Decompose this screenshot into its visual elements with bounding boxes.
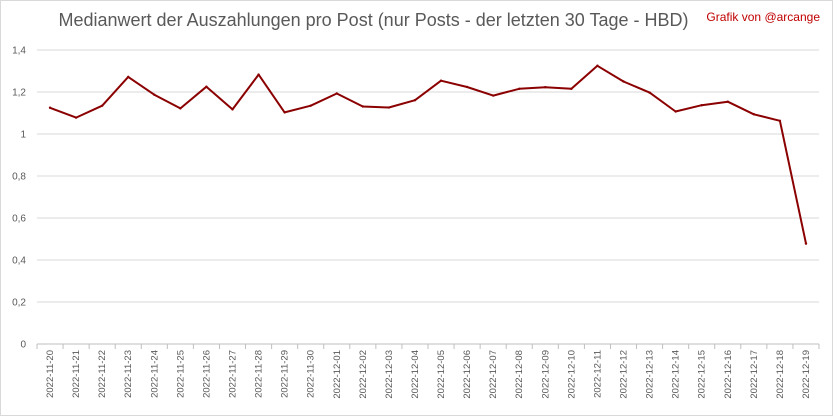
data-point: [153, 93, 156, 96]
data-point: [544, 85, 547, 89]
data-point: [179, 107, 182, 110]
x-tick-label: 2022-12-01: [332, 350, 343, 399]
data-point: [309, 104, 312, 107]
y-tick-label: 0,2: [12, 298, 26, 309]
y-tick-label: 1,2: [12, 88, 26, 99]
y-tick-label: 0: [20, 340, 26, 351]
data-point: [413, 98, 417, 102]
x-tick-label: 2022-12-18: [775, 350, 786, 399]
data-point: [283, 111, 286, 114]
data-point: [100, 104, 104, 107]
data-point: [726, 100, 729, 103]
x-tick-label: 2022-11-28: [254, 350, 265, 398]
x-tick-label: 2022-12-19: [801, 350, 812, 399]
data-point: [335, 92, 338, 95]
x-tick-label: 2022-12-14: [671, 350, 682, 399]
data-point: [387, 106, 391, 109]
data-point: [622, 80, 625, 83]
data-point: [74, 116, 78, 119]
data-point: [439, 79, 443, 82]
x-tick-label: 2022-11-20: [45, 350, 56, 398]
x-tick-label: 2022-11-26: [201, 350, 212, 398]
x-tick-label: 2022-12-17: [749, 350, 760, 399]
x-tick-label: 2022-12-02: [358, 350, 369, 399]
data-point: [48, 106, 52, 109]
x-tick-label: 2022-12-09: [540, 350, 551, 399]
x-tick-label: 2022-12-05: [436, 350, 447, 399]
x-tick-label: 2022-12-04: [410, 350, 421, 399]
x-tick-label: 2022-11-24: [149, 350, 160, 398]
y-tick-label: 1: [20, 130, 26, 141]
data-point: [361, 105, 365, 108]
x-tick-label: 2022-12-10: [566, 350, 577, 399]
x-tick-label: 2022-12-16: [723, 350, 734, 399]
data-point: [231, 108, 234, 111]
x-tick-label: 2022-11-30: [306, 350, 317, 398]
data-point: [518, 87, 521, 91]
x-tick-label: 2022-12-12: [619, 350, 630, 399]
x-tick-label: 2022-12-11: [592, 350, 603, 398]
data-point: [465, 85, 469, 89]
y-tick-label: 0,8: [12, 172, 26, 183]
y-tick-label: 0,4: [12, 256, 26, 267]
data-point: [700, 104, 703, 107]
x-tick-label: 2022-11-21: [71, 350, 82, 398]
x-tick-label: 2022-11-25: [175, 350, 186, 398]
x-tick-label: 2022-11-22: [97, 350, 108, 398]
x-tick-label: 2022-12-03: [384, 350, 395, 399]
x-tick-label: 2022-12-13: [645, 350, 656, 399]
x-tick-label: 2022-11-27: [228, 350, 239, 398]
data-point: [570, 87, 573, 91]
data-point: [778, 119, 782, 122]
y-tick-label: 0,6: [12, 214, 26, 225]
data-point: [648, 91, 651, 94]
x-tick-label: 2022-12-07: [488, 350, 499, 399]
y-tick-label: 1,4: [12, 46, 26, 57]
data-point: [804, 242, 808, 245]
x-tick-label: 2022-12-06: [462, 350, 473, 399]
x-tick-label: 2022-11-29: [280, 350, 291, 398]
data-point: [491, 94, 495, 97]
credit-label: Grafik von @arcange: [706, 10, 820, 24]
x-tick-label: 2022-12-15: [697, 350, 708, 399]
data-point: [596, 64, 599, 67]
data-point: [257, 73, 260, 76]
x-tick-label: 2022-11-23: [123, 350, 134, 398]
data-point: [127, 75, 130, 79]
chart-title: Medianwert der Auszahlungen pro Post (nu…: [58, 10, 689, 30]
data-point: [752, 113, 756, 116]
data-point: [205, 85, 208, 88]
data-point: [674, 110, 677, 113]
x-tick-label: 2022-12-08: [514, 350, 525, 399]
series-line: [49, 64, 807, 245]
